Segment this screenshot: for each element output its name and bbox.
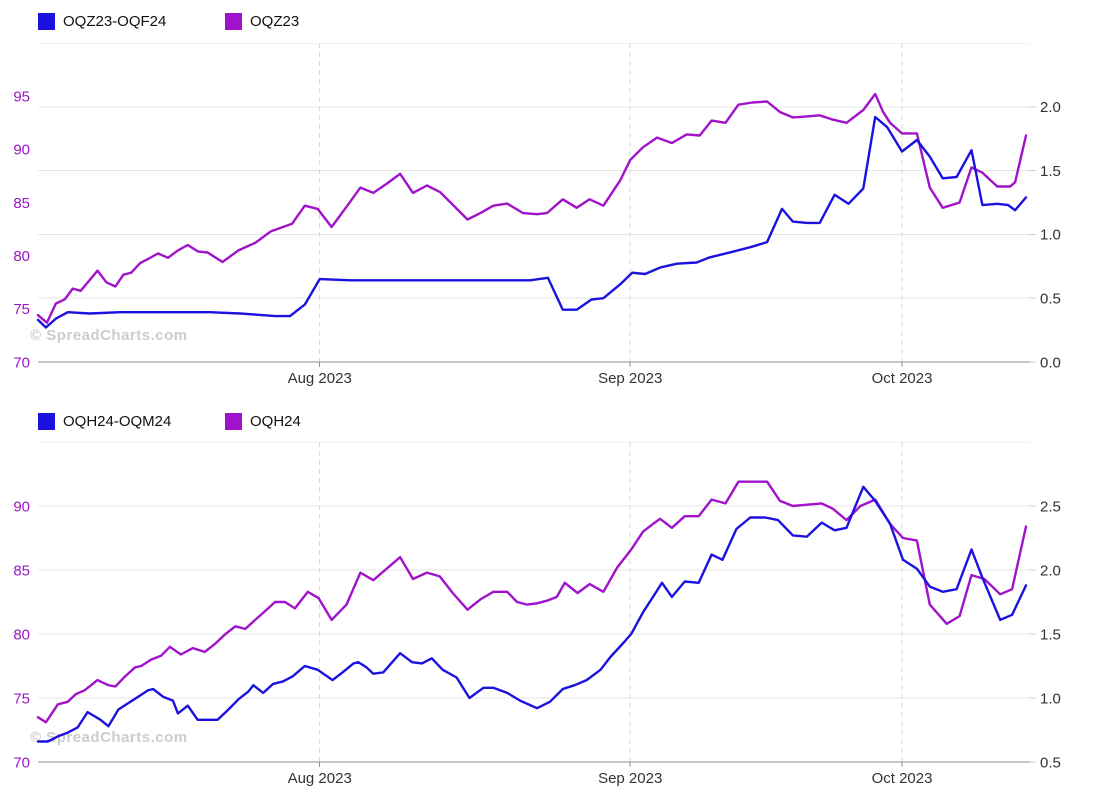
left-axis-tick-label: 85 xyxy=(13,195,30,212)
legend-item-spread[interactable]: OQH24-OQM24 xyxy=(38,413,225,430)
legend-swatch-purple xyxy=(225,13,242,30)
series-line-OQZ23-OQF24 xyxy=(36,115,1028,329)
right-axis-tick-label: 1.0 xyxy=(1040,227,1061,244)
chart-2-plot-area[interactable]: Aug 2023 Sep 2023 Oct 2023 0.5 1.0 1.5 2.0 2.5 7… xyxy=(0,442,1115,800)
x-axis-label: Aug 2023 xyxy=(288,770,352,787)
right-axis-tick-label: 0.5 xyxy=(1040,754,1061,771)
legend-item-spread[interactable]: OQZ23-OQF24 xyxy=(38,13,225,30)
x-axis-label: Sep 2023 xyxy=(598,370,662,387)
right-axis-tick-label: 0.5 xyxy=(1040,290,1061,307)
chart-block-1: OQZ23-OQF24 OQZ23 Aug 2023 Sep 2023 Oct 20… xyxy=(0,0,1115,396)
x-axis-label: Sep 2023 xyxy=(598,770,662,787)
chart-1-legend: OQZ23-OQF24 OQZ23 xyxy=(0,8,1115,35)
x-axis-label: Aug 2023 xyxy=(288,370,352,387)
series-line-OQH24-OQM24 xyxy=(36,485,1028,743)
left-axis-tick-label: 70 xyxy=(13,754,30,771)
left-axis-tick-label: 80 xyxy=(13,248,30,265)
x-axis-label: Oct 2023 xyxy=(872,770,933,787)
chart-1-plot-area[interactable]: Aug 2023 Sep 2023 Oct 2023 0.0 0.5 1.0 1.5 2.0 7… xyxy=(0,43,1115,396)
right-axis-tick-label: 0.0 xyxy=(1040,354,1061,371)
legend-swatch-blue xyxy=(38,13,55,30)
legend-item-outright[interactable]: OQZ23 xyxy=(225,13,299,30)
left-axis-tick-label: 75 xyxy=(13,690,30,707)
right-axis-tick-label: 1.5 xyxy=(1040,626,1061,643)
series-line-OQZ23 xyxy=(36,92,1028,324)
right-axis-tick-label: 1.5 xyxy=(1040,163,1061,180)
watermark: © SpreadCharts.com xyxy=(30,729,188,746)
left-axis-tick-label: 75 xyxy=(13,301,30,318)
legend-item-outright[interactable]: OQH24 xyxy=(225,413,301,430)
right-axis-tick-label: 2.0 xyxy=(1040,562,1061,579)
legend-label: OQH24-OQM24 xyxy=(63,413,172,430)
chart-2-legend: OQH24-OQM24 OQH24 xyxy=(0,408,1115,435)
legend-swatch-blue xyxy=(38,413,55,430)
right-axis-tick-label: 2.5 xyxy=(1040,498,1061,515)
left-axis-tick-label: 85 xyxy=(13,562,30,579)
left-axis-tick-label: 70 xyxy=(13,354,30,371)
watermark: © SpreadCharts.com xyxy=(30,327,188,344)
right-axis-tick-label: 2.0 xyxy=(1040,99,1061,116)
legend-label: OQZ23 xyxy=(250,13,300,30)
left-axis-tick-label: 95 xyxy=(13,88,30,105)
left-axis-tick-label: 90 xyxy=(13,142,30,159)
left-axis-tick-label: 80 xyxy=(13,626,30,643)
series-line-OQH24 xyxy=(36,480,1028,724)
chart-block-2: OQH24-OQM24 OQH24 Aug 2023 Sep 2023 Oct 20… xyxy=(0,396,1115,800)
legend-swatch-purple xyxy=(225,413,242,430)
legend-label: OQH24 xyxy=(250,413,301,430)
x-axis-label: Oct 2023 xyxy=(872,370,933,387)
right-axis-tick-label: 1.0 xyxy=(1040,690,1061,707)
legend-label: OQZ23-OQF24 xyxy=(63,13,167,30)
left-axis-tick-label: 90 xyxy=(13,498,30,515)
